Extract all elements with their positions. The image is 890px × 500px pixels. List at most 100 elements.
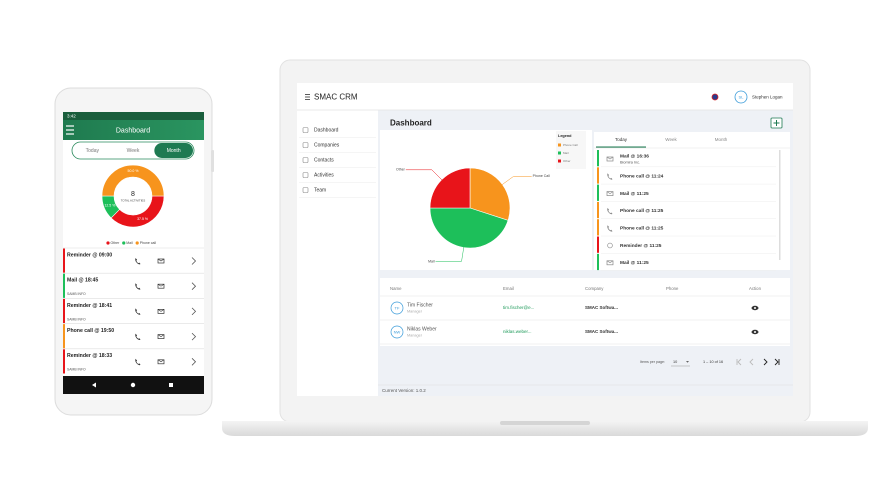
activity-title[interactable]: Reminder @ 09:00 bbox=[67, 252, 112, 258]
pie-leader bbox=[435, 239, 466, 262]
nav-item[interactable]: Team bbox=[314, 188, 326, 194]
nav-home[interactable] bbox=[130, 382, 136, 388]
nav-recent[interactable] bbox=[169, 383, 173, 387]
legend-swatch bbox=[558, 159, 561, 163]
row-bar bbox=[597, 236, 599, 253]
activity-subtitle: SAMB INFO bbox=[67, 368, 86, 372]
page-nav[interactable] bbox=[736, 358, 742, 366]
mail-icon bbox=[157, 283, 165, 289]
legend-label: Phone call bbox=[140, 241, 157, 245]
mail-icon bbox=[157, 334, 165, 339]
page-nav[interactable] bbox=[774, 358, 780, 366]
nav-icon bbox=[302, 187, 309, 193]
nav-item[interactable]: Contacts bbox=[314, 158, 334, 164]
page-size-arrow[interactable] bbox=[686, 361, 689, 363]
nav-item[interactable]: Companies bbox=[314, 143, 340, 149]
tab[interactable]: Month bbox=[715, 137, 728, 142]
add-icon bbox=[773, 120, 780, 126]
user-name[interactable]: Stephen Logan bbox=[752, 94, 783, 99]
activity-subtitle: Biomira Inc. bbox=[620, 161, 640, 165]
page-range: 1 – 10 of 16 bbox=[703, 360, 723, 364]
language-flag[interactable] bbox=[711, 93, 719, 101]
legend-dot bbox=[122, 241, 126, 245]
mail-icon bbox=[606, 156, 614, 160]
menu-icon[interactable] bbox=[305, 96, 310, 98]
donut-total-label: TOTAL ACTIVITIES bbox=[121, 199, 146, 203]
donut-value-label: 50.0 % bbox=[128, 169, 139, 173]
mail-icon bbox=[606, 191, 614, 196]
page-title: Dashboard bbox=[390, 119, 432, 128]
column-header: Email bbox=[503, 286, 514, 291]
activity-title[interactable]: Mail @ 11:25 bbox=[620, 260, 649, 266]
contact-email: tim.fischer@e... bbox=[503, 305, 534, 310]
tab[interactable]: Today bbox=[86, 148, 100, 154]
row-bar bbox=[597, 253, 599, 271]
activity-title[interactable]: Phone call @ 11:25 bbox=[620, 225, 664, 231]
phone-icon bbox=[607, 225, 613, 232]
menu-icon[interactable] bbox=[66, 133, 74, 135]
page-size[interactable]: 10 bbox=[673, 360, 677, 364]
mail-icon bbox=[157, 283, 165, 287]
phone-icon bbox=[607, 173, 613, 180]
chevron[interactable] bbox=[191, 332, 197, 341]
activity-card bbox=[594, 132, 790, 270]
tab[interactable]: Month bbox=[167, 148, 181, 154]
mail-icon bbox=[606, 260, 614, 264]
avatar bbox=[390, 325, 404, 339]
chevron[interactable] bbox=[191, 307, 197, 316]
activity-subtitle: SAMB INFO bbox=[67, 317, 86, 321]
activity-title[interactable]: Reminder @ 18:33 bbox=[67, 353, 112, 359]
nav-item[interactable]: Activities bbox=[314, 173, 334, 179]
activity-title[interactable]: Reminder @ 18:41 bbox=[67, 303, 112, 309]
mail-icon bbox=[157, 258, 165, 264]
mail-icon bbox=[157, 309, 165, 314]
donut-slice bbox=[101, 164, 165, 197]
chevron[interactable] bbox=[191, 257, 197, 265]
chevron[interactable] bbox=[191, 358, 197, 366]
laptop-notch bbox=[500, 421, 590, 425]
table-card bbox=[380, 278, 790, 346]
page-nav[interactable] bbox=[749, 358, 754, 366]
donut-total: 8 bbox=[131, 191, 135, 198]
menu-icon[interactable] bbox=[66, 129, 74, 131]
tab[interactable]: Week bbox=[127, 148, 140, 154]
donut-value-label: 12.5 % bbox=[104, 203, 115, 207]
nav-item[interactable]: Dashboard bbox=[314, 128, 339, 134]
activity-title[interactable]: Phone call @ 11:25 bbox=[620, 208, 664, 214]
menu-icon[interactable] bbox=[66, 125, 74, 127]
menu-icon[interactable] bbox=[305, 94, 310, 95]
laptop-base bbox=[222, 421, 868, 436]
footer-version: Current Version: 1.0.2 bbox=[382, 388, 426, 393]
scrollbar bbox=[779, 150, 781, 260]
activity-title[interactable]: Reminder @ 11:25 bbox=[620, 243, 662, 249]
legend-label: Mail bbox=[563, 151, 569, 155]
activity-title[interactable]: Mail @ 11:25 bbox=[620, 191, 649, 197]
legend-swatch bbox=[558, 151, 561, 155]
legend-dot bbox=[106, 241, 110, 245]
menu-icon[interactable] bbox=[305, 99, 310, 100]
pie-slice bbox=[469, 167, 511, 221]
row-bar bbox=[597, 150, 599, 167]
tab[interactable]: Week bbox=[665, 137, 677, 142]
reminder-icon bbox=[607, 242, 613, 249]
row-bar bbox=[63, 349, 65, 374]
legend-label: Other bbox=[111, 241, 121, 245]
app-bar bbox=[63, 120, 204, 140]
activity-title[interactable]: Phone call @ 19:50 bbox=[67, 328, 114, 334]
view-icon-pupil bbox=[754, 307, 756, 309]
tab-active[interactable] bbox=[154, 143, 193, 158]
tab[interactable]: Today bbox=[615, 137, 628, 142]
column-header: Phone bbox=[666, 286, 679, 291]
pie-leader bbox=[495, 176, 532, 190]
activity-title[interactable]: Mail @ 18:45 bbox=[67, 278, 98, 284]
activity-title[interactable]: Mail @ 16:36 bbox=[620, 153, 649, 159]
nav-back[interactable] bbox=[92, 382, 96, 388]
row-bar bbox=[63, 248, 65, 273]
legend-dot bbox=[135, 241, 139, 245]
phone-icon bbox=[135, 283, 141, 290]
activity-title[interactable]: Phone call @ 11:24 bbox=[620, 174, 664, 180]
page-nav[interactable] bbox=[763, 358, 768, 366]
column-header: Action bbox=[749, 286, 762, 291]
user-avatar[interactable] bbox=[734, 90, 748, 104]
chevron[interactable] bbox=[191, 282, 197, 290]
